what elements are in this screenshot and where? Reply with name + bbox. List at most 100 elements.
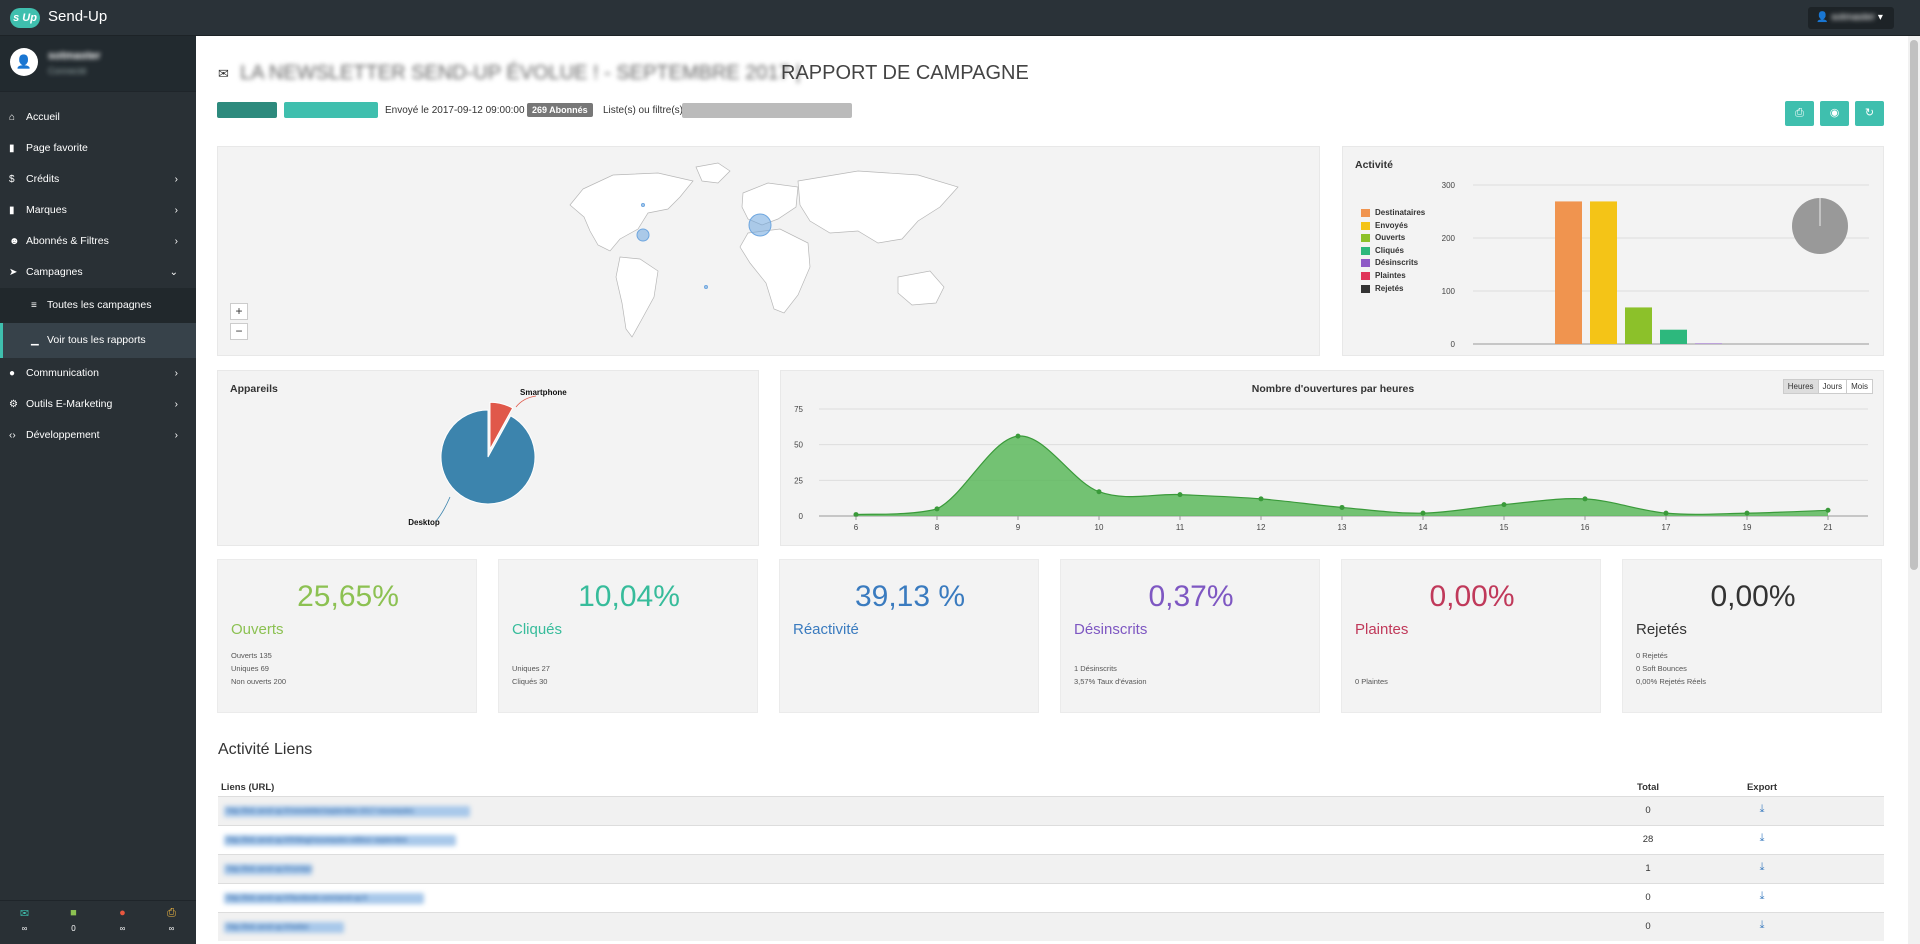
- area-point[interactable]: [1825, 507, 1831, 513]
- sidebar-item-label: Outils E-Marketing: [26, 398, 113, 410]
- send-icon: ➤: [9, 267, 18, 278]
- devices-panel: Appareils Smartphone Desktop: [217, 370, 759, 546]
- links-rows: http://link.send-up.fr/newsletter/septem…: [218, 796, 1884, 941]
- bar-destinataires[interactable]: [1555, 201, 1582, 344]
- pie-slice-desktop[interactable]: [440, 409, 536, 505]
- print-button[interactable]: ⎙: [1785, 101, 1814, 126]
- pie-label-desktop: Desktop: [408, 518, 440, 527]
- links-header-export: Export: [1746, 782, 1778, 793]
- link-url[interactable]: http://link.send-up.fr/newsletter/septem…: [224, 806, 470, 817]
- link-url[interactable]: http://link.send-up.fr/twitter: [224, 922, 344, 933]
- legend-item[interactable]: Cliqués: [1361, 245, 1425, 258]
- area-point[interactable]: [1744, 510, 1750, 516]
- topbar: s Up Send-Up 👤 sotmaster ▾: [0, 0, 1920, 36]
- stat-card-désinscrits: 0,37% Désinscrits 1 Désinscrits 3,57% Taux …: [1060, 559, 1320, 713]
- stat-detail: 1 Désinscrits: [1074, 664, 1117, 673]
- users-icon: ☻: [9, 236, 20, 247]
- legend-item[interactable]: Rejetés: [1361, 283, 1425, 296]
- legend-label: Plaintes: [1375, 270, 1406, 280]
- sidebar-item-toutes-les-campagnes[interactable]: ≡ Toutes les campagnes: [0, 288, 196, 323]
- user-icon: 👤: [1816, 12, 1829, 23]
- list-icon: ≡: [31, 300, 37, 311]
- area-x-tick: 21: [1824, 523, 1833, 532]
- area-point[interactable]: [1258, 496, 1264, 502]
- sidebar-item-voir-tous-les-rapports[interactable]: ▁ Voir tous les rapports: [0, 323, 196, 358]
- chevron-right-icon: ›: [174, 368, 178, 379]
- sidebar-item-campagnes[interactable]: ➤ Campagnes ⌄: [0, 257, 196, 288]
- link-url[interactable]: http://link.send-up.fr/facebook.com/send…: [224, 893, 424, 904]
- area-point[interactable]: [934, 506, 940, 512]
- range-button-heures[interactable]: Heures: [1783, 380, 1819, 393]
- area-point[interactable]: [853, 512, 859, 518]
- legend-item[interactable]: Désinscrits: [1361, 257, 1425, 270]
- download-icon[interactable]: ⤓: [1759, 803, 1765, 815]
- area-point[interactable]: [1663, 510, 1669, 516]
- stat-percentage: 0,37%: [1148, 580, 1234, 613]
- range-button-mois[interactable]: Mois: [1851, 382, 1868, 391]
- preview-button[interactable]: ◉: [1820, 101, 1849, 126]
- area-point[interactable]: [1339, 504, 1345, 510]
- area-point[interactable]: [1015, 433, 1021, 439]
- footer-file-counter[interactable]: ■ 0: [49, 901, 98, 944]
- chevron-down-icon: ⌄: [169, 267, 178, 278]
- refresh-button[interactable]: ↻: [1855, 101, 1884, 126]
- avatar[interactable]: 👤: [10, 48, 38, 76]
- area-point[interactable]: [1582, 496, 1588, 502]
- legend-item[interactable]: Envoyés: [1361, 220, 1425, 233]
- app-brand[interactable]: Send-Up: [48, 8, 108, 25]
- sidebar-item-page-favorite[interactable]: ▮ Page favorite: [0, 133, 196, 164]
- area-point[interactable]: [1177, 492, 1183, 498]
- footer-comments-counter[interactable]: ● ∞: [98, 901, 147, 944]
- footer-counter-value: 0: [71, 924, 76, 933]
- footer-envelope-counter[interactable]: ✉ ∞: [0, 901, 49, 944]
- area-point[interactable]: [1096, 489, 1102, 495]
- opens-area-chart: 0 25 50 75 6 8 9 10 11 12 13 14 15 16 17 19 21: [794, 405, 1868, 532]
- comments-icon: ●: [9, 368, 16, 379]
- map-australia: [897, 270, 945, 306]
- bar-cliqués[interactable]: [1660, 329, 1687, 344]
- footer-print-counter[interactable]: ⎙ ∞: [147, 901, 196, 944]
- map-zoom-in-button[interactable]: +: [230, 303, 248, 320]
- link-url[interactable]: http://link.send-up.fr/contact: [224, 864, 312, 875]
- area-point[interactable]: [1420, 510, 1426, 516]
- download-icon[interactable]: ⤓: [1759, 832, 1765, 844]
- stat-label: Plaintes: [1355, 621, 1409, 638]
- sidebar-nav: ⌂ Accueil ▮ Page favorite $ Crédits › ▮ Marques ›…: [0, 102, 196, 451]
- link-url[interactable]: http://link.send-up.fr/fr/blog/nouveaute…: [224, 835, 456, 846]
- range-button-jours[interactable]: Jours: [1819, 380, 1848, 393]
- sidebar-item-crédits[interactable]: $ Crédits ›: [0, 164, 196, 195]
- chevron-right-icon: ›: [174, 174, 178, 185]
- report-actions: ⎙ ◉ ↻: [1785, 101, 1884, 126]
- stat-label: Ouverts: [231, 621, 284, 638]
- download-icon[interactable]: ⤓: [1759, 890, 1765, 902]
- sidebar-item-communication[interactable]: ● Communication ›: [0, 358, 196, 389]
- pie-slice-smartphone[interactable]: [489, 401, 514, 450]
- legend-item[interactable]: Plaintes: [1361, 270, 1425, 283]
- download-icon[interactable]: ⤓: [1759, 861, 1765, 873]
- sidebar-item-marques[interactable]: ▮ Marques ›: [0, 195, 196, 226]
- world-map[interactable]: [218, 147, 1321, 357]
- scrollbar-thumb[interactable]: [1910, 40, 1918, 570]
- area-x-tick: 14: [1419, 523, 1428, 532]
- bar-désinscrits[interactable]: [1695, 343, 1722, 344]
- map-zoom-out-button[interactable]: −: [230, 323, 248, 340]
- sidebar-item-abonnés-filtres[interactable]: ☻ Abonnés & Filtres ›: [0, 226, 196, 257]
- sidebar-item-label: Abonnés & Filtres: [26, 235, 109, 247]
- stat-detail: 0 Rejetés: [1636, 651, 1668, 660]
- app-logo[interactable]: s Up: [10, 8, 40, 28]
- download-icon[interactable]: ⤓: [1759, 919, 1765, 931]
- user-menu-button[interactable]: 👤 sotmaster ▾: [1808, 7, 1894, 29]
- sidebar-item-développement[interactable]: ‹› Développement ›: [0, 420, 196, 451]
- area-point[interactable]: [1501, 502, 1507, 508]
- sidebar-item-accueil[interactable]: ⌂ Accueil: [0, 102, 196, 133]
- bar-envoyés[interactable]: [1590, 201, 1617, 344]
- campaign-type-badge[interactable]: [284, 102, 378, 118]
- sidebar-item-outils-e-marketing[interactable]: ⚙ Outils E-Marketing ›: [0, 389, 196, 420]
- legend-item[interactable]: Ouverts: [1361, 232, 1425, 245]
- bar-ouverts[interactable]: [1625, 307, 1652, 344]
- campaign-label-badge[interactable]: [217, 102, 277, 118]
- footer-counter-value: ∞: [119, 924, 126, 933]
- legend-item[interactable]: Destinataires: [1361, 207, 1425, 220]
- page-scrollbar[interactable]: [1908, 36, 1920, 944]
- link-total: 28: [1642, 834, 1654, 845]
